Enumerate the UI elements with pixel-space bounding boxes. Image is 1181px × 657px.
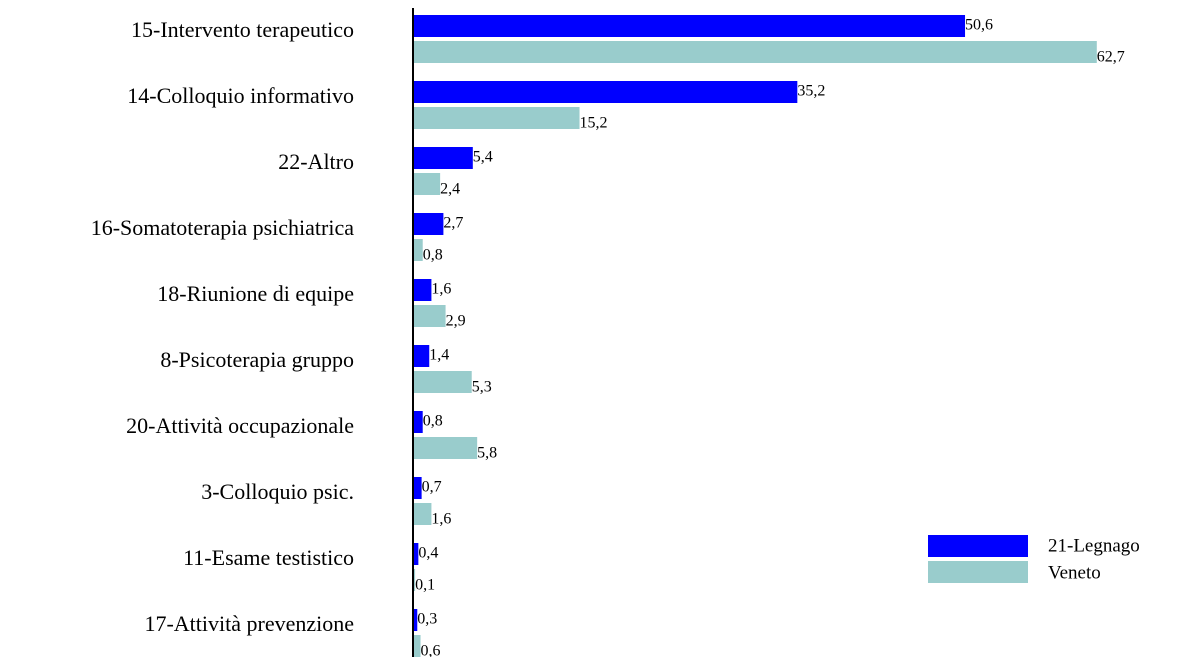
- bar: [414, 635, 421, 657]
- legend-swatch: [928, 561, 1028, 583]
- value-label: 0,4: [418, 545, 438, 562]
- value-label: 1,4: [429, 347, 449, 364]
- category-label: 15-Intervento terapeutico: [131, 17, 354, 42]
- value-label: 15,2: [580, 115, 608, 132]
- value-label: 0,6: [421, 643, 441, 657]
- category-label: 20-Attività occupazionale: [126, 413, 354, 438]
- bar: [414, 147, 473, 169]
- bar: [414, 609, 418, 631]
- bar: [414, 503, 432, 525]
- bar: [414, 41, 1097, 63]
- category-label: 14-Colloquio informativo: [127, 83, 354, 108]
- category-label: 22-Altro: [278, 149, 354, 174]
- legend-label: Veneto: [1048, 562, 1101, 583]
- value-label: 35,2: [797, 83, 825, 100]
- value-label: 5,3: [472, 379, 492, 396]
- bar: [414, 569, 416, 591]
- bar: [414, 15, 966, 37]
- bar: [414, 279, 432, 301]
- bar: [414, 81, 798, 103]
- category-label: 16-Somatoterapia psichiatrica: [91, 215, 355, 240]
- legend-swatch: [928, 535, 1028, 557]
- category-label: 8-Psicoterapia gruppo: [160, 347, 354, 372]
- bar: [414, 543, 419, 565]
- value-label: 62,7: [1097, 49, 1125, 66]
- value-label: 0,8: [423, 247, 443, 264]
- value-label: 2,9: [446, 313, 466, 330]
- value-label: 0,1: [415, 577, 435, 594]
- bar: [414, 107, 580, 129]
- bar: [414, 411, 423, 433]
- value-label: 5,8: [477, 445, 497, 462]
- value-label: 50,6: [965, 17, 993, 34]
- value-label: 2,4: [440, 181, 460, 198]
- value-label: 5,4: [473, 149, 493, 166]
- value-label: 1,6: [431, 281, 451, 298]
- bar: [414, 477, 422, 499]
- value-label: 1,6: [431, 511, 451, 528]
- category-label: 17-Attività prevenzione: [144, 611, 354, 636]
- value-label: 0,7: [422, 479, 442, 496]
- bar: [414, 305, 446, 327]
- category-label: 11-Esame testistico: [183, 545, 354, 570]
- bar: [414, 371, 472, 393]
- bar: [414, 173, 441, 195]
- category-label: 3-Colloquio psic.: [201, 479, 354, 504]
- legend-label: 21-Legnago: [1048, 535, 1140, 556]
- bar: [414, 437, 478, 459]
- bar: [414, 213, 444, 235]
- category-label: 18-Riunione di equipe: [157, 281, 354, 306]
- value-label: 0,3: [417, 611, 437, 628]
- bar: [414, 239, 423, 261]
- value-label: 0,8: [423, 413, 443, 430]
- value-label: 2,7: [443, 215, 463, 232]
- bar: [414, 345, 430, 367]
